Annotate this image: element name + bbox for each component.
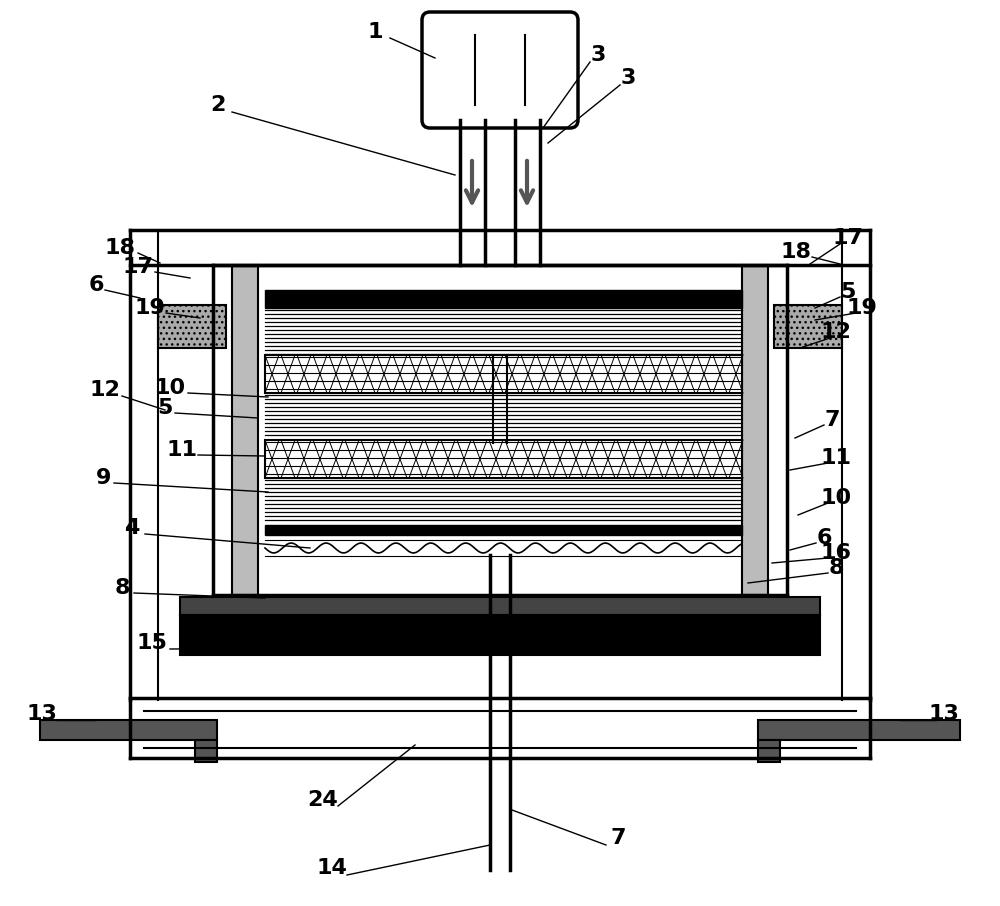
Bar (265, 525, 742, 535)
Text: 11: 11 (166, 440, 198, 460)
Text: 13: 13 (929, 704, 959, 724)
Bar (158, 305, 226, 348)
Text: 8: 8 (114, 578, 130, 598)
Text: 5: 5 (840, 282, 856, 302)
Text: 2: 2 (210, 95, 226, 115)
Text: 18: 18 (780, 242, 812, 262)
Bar (758, 740, 780, 762)
Text: 16: 16 (820, 543, 852, 563)
Text: 9: 9 (96, 468, 112, 488)
Text: 24: 24 (308, 790, 338, 810)
Text: 3: 3 (590, 45, 606, 65)
Bar (265, 355, 742, 393)
Text: 13: 13 (27, 704, 57, 724)
Bar (265, 440, 742, 478)
Text: 17: 17 (122, 257, 154, 277)
Bar (742, 265, 768, 595)
Text: 18: 18 (104, 238, 136, 258)
Bar (195, 740, 217, 762)
Bar (180, 615, 820, 655)
Text: 6: 6 (88, 275, 104, 295)
Bar (758, 720, 960, 740)
Text: 3: 3 (620, 68, 636, 88)
Text: 10: 10 (154, 378, 186, 398)
Text: 12: 12 (90, 380, 120, 400)
Text: 15: 15 (137, 633, 167, 653)
Bar (232, 265, 258, 595)
Bar (40, 720, 217, 740)
Bar (265, 290, 742, 308)
Text: 5: 5 (157, 398, 173, 418)
Bar (180, 597, 820, 615)
Text: 10: 10 (820, 488, 852, 508)
Text: 17: 17 (832, 228, 864, 248)
Text: 14: 14 (317, 858, 347, 878)
Text: 8: 8 (828, 558, 844, 578)
Text: 19: 19 (847, 298, 877, 318)
Text: 6: 6 (816, 528, 832, 548)
Bar (774, 305, 842, 348)
Text: 12: 12 (821, 322, 851, 342)
Text: 11: 11 (820, 448, 852, 468)
FancyBboxPatch shape (422, 12, 578, 128)
Text: 4: 4 (124, 518, 140, 538)
Text: 1: 1 (367, 22, 383, 42)
Text: 7: 7 (610, 828, 626, 848)
Text: 19: 19 (135, 298, 165, 318)
Text: 7: 7 (824, 410, 840, 430)
